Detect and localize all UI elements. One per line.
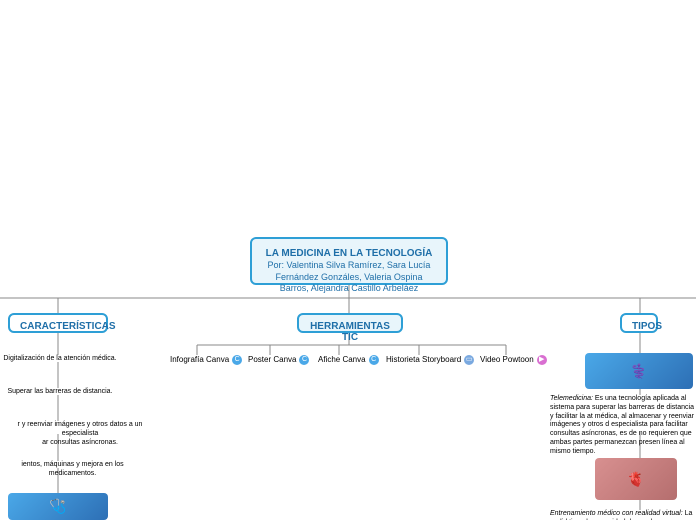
tipos-image: ⚕️ (585, 353, 693, 389)
tool-icon: ▶ (537, 355, 547, 365)
tool-item[interactable]: Video Powtoon▶ (480, 355, 547, 365)
caract-image: 🩺 (8, 493, 108, 520)
tool-label: Historieta Storyboard (386, 355, 461, 364)
tool-item[interactable]: Poster CanvaC (248, 355, 309, 365)
tool-label: Infografía Canva (170, 355, 229, 364)
tool-icon: C (299, 355, 309, 365)
branch-tipos[interactable]: TIPOS (620, 313, 658, 333)
tipos-text[interactable]: Telemedicina: Es una tecnología aplicada… (550, 395, 696, 456)
tool-label: Video Powtoon (480, 355, 534, 364)
root-node[interactable]: LA MEDICINA EN LA TECNOLOGÍA Por: Valent… (250, 237, 448, 285)
branch-herramientas[interactable]: HERRAMIENTAS TIC (297, 313, 403, 333)
caract-item[interactable]: Superar las barreras de distancia. (0, 388, 120, 397)
tool-item[interactable]: Infografía CanvaC (170, 355, 242, 365)
tipos-image: 🫀 (595, 458, 677, 500)
caract-item[interactable]: r y reenviar imágenes y otros datos a un… (0, 421, 160, 447)
tool-item[interactable]: Historieta Storyboard▭ (386, 355, 474, 365)
tool-icon: C (232, 355, 242, 365)
caract-item[interactable]: ientos, máquinas y mejora en los medicam… (0, 461, 145, 479)
tool-icon: C (369, 355, 379, 365)
tool-label: Poster Canva (248, 355, 296, 364)
tool-label: Afiche Canva (318, 355, 366, 364)
branch-caracteristicas[interactable]: CARACTERÍSTICAS (8, 313, 108, 333)
root-title: LA MEDICINA EN LA TECNOLOGÍA (264, 247, 434, 260)
caract-item[interactable]: Digitalización de la atención médica. (0, 355, 120, 364)
tipos-text[interactable]: Entrenamiento médico con realidad virtua… (550, 510, 696, 520)
tool-item[interactable]: Afiche CanvaC (318, 355, 379, 365)
tool-icon: ▭ (464, 355, 474, 365)
root-subtitle: Por: Valentina Silva Ramírez, Sara Lucía… (264, 260, 434, 295)
